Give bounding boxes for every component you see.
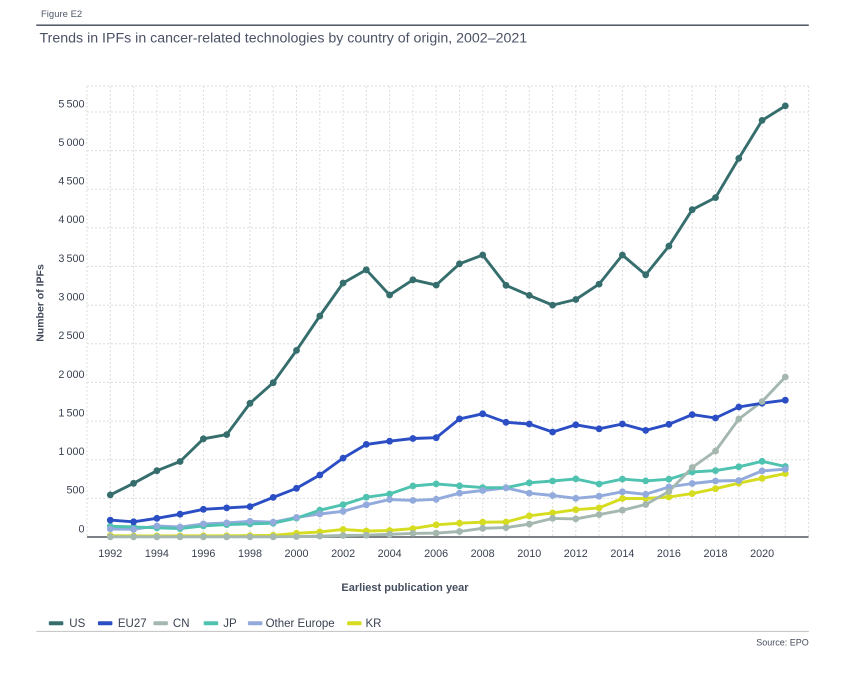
svg-text:4 000: 4 000 — [58, 214, 84, 226]
svg-text:Earliest publication year: Earliest publication year — [341, 582, 469, 594]
svg-text:1 000: 1 000 — [58, 446, 84, 458]
svg-text:Figure E2: Figure E2 — [41, 9, 82, 20]
svg-text:0: 0 — [78, 523, 84, 535]
svg-text:3 000: 3 000 — [58, 292, 84, 304]
svg-text:2016: 2016 — [657, 548, 681, 560]
svg-text:1 500: 1 500 — [58, 407, 84, 419]
svg-text:2004: 2004 — [378, 548, 402, 560]
svg-text:2002: 2002 — [331, 548, 355, 560]
svg-text:2000: 2000 — [284, 548, 308, 560]
svg-text:Number of IPFs: Number of IPFs — [35, 264, 47, 342]
svg-text:2008: 2008 — [471, 548, 495, 560]
svg-text:1994: 1994 — [145, 548, 169, 560]
svg-text:KR: KR — [366, 618, 382, 630]
svg-text:4 500: 4 500 — [58, 176, 84, 188]
svg-text:3 500: 3 500 — [58, 253, 84, 265]
svg-text:Other Europe: Other Europe — [266, 618, 335, 630]
svg-text:JP: JP — [223, 618, 237, 630]
svg-text:2020: 2020 — [750, 548, 774, 560]
svg-text:5 000: 5 000 — [58, 137, 84, 149]
svg-text:2 500: 2 500 — [58, 330, 84, 342]
svg-text:2006: 2006 — [424, 548, 448, 560]
svg-text:CN: CN — [173, 618, 190, 630]
svg-text:1998: 1998 — [238, 548, 262, 560]
svg-text:2 000: 2 000 — [58, 369, 84, 381]
svg-text:Trends in IPFs in cancer-relat: Trends in IPFs in cancer-related technol… — [40, 31, 528, 47]
svg-text:2014: 2014 — [610, 548, 634, 560]
svg-text:1996: 1996 — [191, 548, 215, 560]
svg-text:Source: EPO: Source: EPO — [756, 637, 809, 647]
svg-text:US: US — [69, 618, 85, 630]
svg-text:2018: 2018 — [703, 548, 727, 560]
svg-text:2010: 2010 — [517, 548, 541, 560]
svg-text:5 500: 5 500 — [58, 98, 84, 110]
svg-text:1992: 1992 — [98, 548, 122, 560]
svg-text:2012: 2012 — [564, 548, 588, 560]
svg-text:EU27: EU27 — [118, 618, 147, 630]
svg-text:500: 500 — [66, 485, 84, 497]
